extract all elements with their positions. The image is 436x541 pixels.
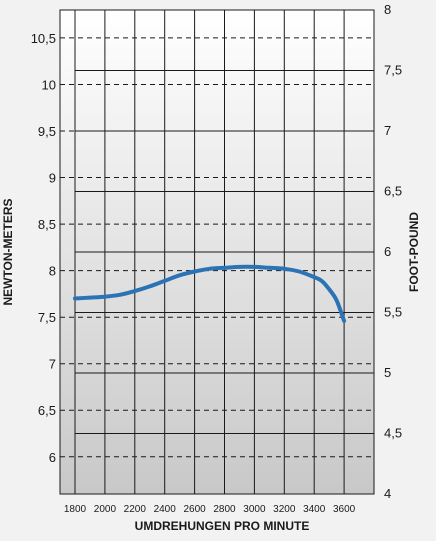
x-tick-label: 1800 [64, 504, 87, 515]
x-tick-label: 3000 [243, 504, 266, 515]
y-tick-label: 7,5 [38, 310, 56, 325]
x-tick-label: 2800 [213, 504, 236, 515]
y2-tick-label: 5,5 [384, 305, 402, 320]
gridlines-nm [60, 37, 374, 458]
plot-frame [59, 9, 375, 495]
y-tick-label: 7 [49, 357, 56, 372]
y2-tick-label: 8 [384, 2, 391, 17]
series-layer [73, 264, 347, 323]
y-tick-label: 9,5 [38, 124, 56, 139]
x-axis-title: UMDREHUNGEN PRO MINUTE [135, 519, 310, 533]
y2-tick-label: 6,5 [384, 184, 402, 199]
x-tick-label: 3400 [303, 504, 326, 515]
x-tick-label: 2000 [94, 504, 117, 515]
y2-axis-title: FOOT-POUND [407, 212, 421, 292]
x-tick-label: 2400 [154, 504, 177, 515]
y2-tick-label: 5 [384, 365, 391, 380]
y-tick-label: 9 [49, 171, 56, 186]
gridlines-rpm [74, 10, 345, 494]
y2-tick-label: 6 [384, 244, 391, 259]
series-line [73, 264, 347, 323]
y-axis-title: NEWTON-METERS [1, 198, 15, 305]
x-tick-label: 2600 [183, 504, 206, 515]
y-tick-label: 10 [42, 78, 56, 93]
y-tick-label: 6 [49, 450, 56, 465]
y-tick-label: 6,5 [38, 403, 56, 418]
x-axis-ticks: 1800 2000 2200 2400 2600 2800 3000 3200 3400 3600 [64, 504, 356, 515]
x-tick-label: 2200 [124, 504, 147, 515]
x-tick-label: 3200 [273, 504, 296, 515]
y2-tick-label: 7,5 [384, 63, 402, 78]
x-tick-label: 3600 [333, 504, 356, 515]
y2-tick-label: 4,5 [384, 426, 402, 441]
y-tick-label: 10,5 [31, 31, 56, 46]
y-tick-label: 8 [49, 264, 56, 279]
y2-tick-label: 4 [384, 486, 391, 501]
y-axis-ticks: 6 6,5 7 7,5 8 8,5 9 9,5 10 10,5 [31, 31, 56, 465]
y2-tick-label: 7 [384, 123, 391, 138]
y-tick-label: 8,5 [38, 217, 56, 232]
y2-axis-ticks: 4 4,5 5 5,5 6 6,5 7 7,5 8 [384, 2, 402, 501]
